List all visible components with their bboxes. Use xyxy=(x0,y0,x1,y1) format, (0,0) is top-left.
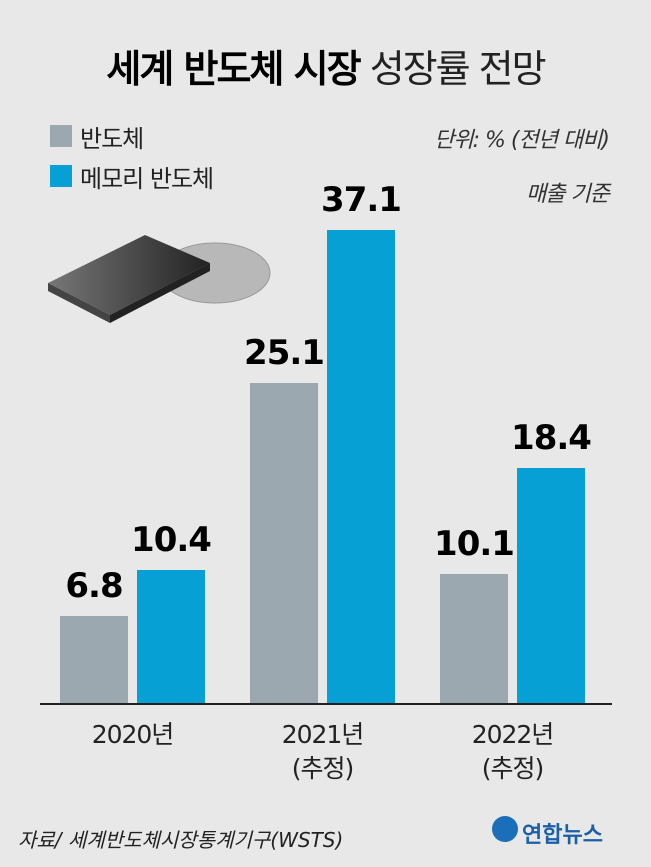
bar xyxy=(327,229,395,703)
source: 자료/ 세계반도체시장통계기구(WSTS) xyxy=(18,828,344,852)
legend-swatch xyxy=(50,165,72,187)
x-tick-label: 2021년 (추정) xyxy=(281,720,365,783)
x-tick-label: 2020년 xyxy=(91,720,175,749)
x-tick-label: 2022년 (추정) xyxy=(471,720,555,783)
value-label: 18.4 xyxy=(511,418,592,459)
value-label: 10.1 xyxy=(434,524,515,565)
basis-note: 매출 기준 xyxy=(526,182,610,207)
legend-text: 반도체 xyxy=(80,125,144,153)
bar xyxy=(137,570,205,703)
unit-note: 단위: % (전년 대비) xyxy=(434,128,610,153)
value-label: 6.8 xyxy=(65,566,123,607)
value-label: 37.1 xyxy=(321,179,402,220)
bar xyxy=(440,574,508,703)
title-sub: 성장률 전망 xyxy=(369,47,547,91)
baseline xyxy=(40,703,612,705)
bar xyxy=(517,468,585,703)
chip-illustration xyxy=(48,235,271,323)
logo-icon xyxy=(492,816,518,842)
legend-swatch xyxy=(50,125,72,147)
bar xyxy=(60,616,128,703)
title: 세계 반도체 시장 성장률 전망 xyxy=(0,38,651,93)
title-main: 세계 반도체 시장 xyxy=(106,47,361,91)
logo: 연합뉴스 xyxy=(522,823,603,848)
value-label: 25.1 xyxy=(244,332,325,373)
bar xyxy=(250,382,318,703)
legend-text: 메모리 반도체 xyxy=(80,165,214,193)
value-label: 10.4 xyxy=(131,520,212,561)
